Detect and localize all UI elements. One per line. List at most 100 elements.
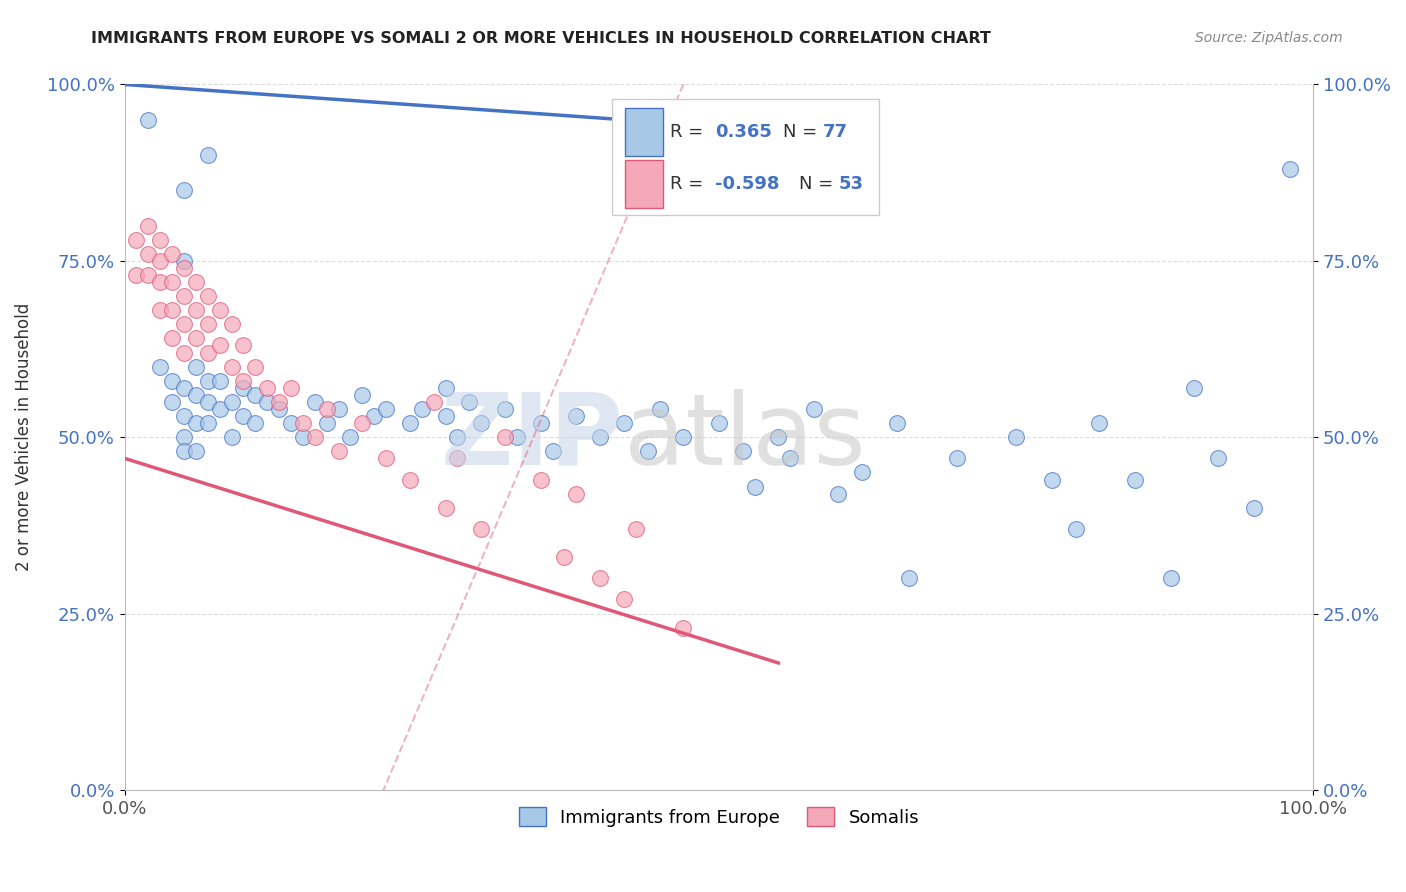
Point xyxy=(494,401,516,416)
Point xyxy=(232,338,254,352)
Point xyxy=(1160,571,1182,585)
Point xyxy=(339,430,361,444)
Point xyxy=(399,473,422,487)
Point xyxy=(304,430,326,444)
Point xyxy=(1243,500,1265,515)
Point xyxy=(1088,416,1111,430)
Point xyxy=(221,395,243,409)
Point xyxy=(138,219,160,233)
Point xyxy=(827,486,849,500)
Point xyxy=(803,401,825,416)
Point xyxy=(184,275,207,289)
Point xyxy=(434,409,457,423)
Point xyxy=(328,444,350,458)
Point xyxy=(672,430,695,444)
Text: atlas: atlas xyxy=(624,389,866,485)
Point xyxy=(125,233,148,247)
Point xyxy=(173,345,195,359)
Point xyxy=(1278,162,1301,177)
Point xyxy=(221,430,243,444)
Point xyxy=(138,246,160,260)
Point xyxy=(197,289,219,303)
Point xyxy=(731,444,754,458)
Point xyxy=(624,522,647,536)
Point xyxy=(197,374,219,388)
Point xyxy=(1206,451,1229,466)
Point xyxy=(138,268,160,282)
Point xyxy=(256,381,278,395)
Point xyxy=(197,345,219,359)
FancyBboxPatch shape xyxy=(626,108,664,156)
Legend: Immigrants from Europe, Somalis: Immigrants from Europe, Somalis xyxy=(512,800,927,834)
Point xyxy=(1184,381,1206,395)
Point xyxy=(269,401,291,416)
Point xyxy=(304,395,326,409)
Point xyxy=(184,388,207,402)
Point xyxy=(149,253,172,268)
Point xyxy=(291,430,314,444)
Point xyxy=(1123,473,1146,487)
Point xyxy=(149,275,172,289)
Point xyxy=(184,331,207,345)
Point xyxy=(565,486,588,500)
Point xyxy=(160,374,183,388)
Point xyxy=(197,148,219,162)
Point xyxy=(197,416,219,430)
Point xyxy=(232,374,254,388)
Point xyxy=(173,444,195,458)
Point xyxy=(434,500,457,515)
Text: 77: 77 xyxy=(823,123,848,141)
Point xyxy=(851,466,873,480)
Point xyxy=(470,416,492,430)
Point xyxy=(352,388,374,402)
Point xyxy=(149,359,172,374)
Text: R =: R = xyxy=(671,123,709,141)
Text: -0.598: -0.598 xyxy=(716,175,780,193)
Point xyxy=(648,401,671,416)
Point xyxy=(160,246,183,260)
Text: N =: N = xyxy=(783,123,823,141)
Point xyxy=(173,318,195,332)
Point xyxy=(541,444,564,458)
Point xyxy=(184,359,207,374)
FancyBboxPatch shape xyxy=(612,98,879,215)
Point xyxy=(125,268,148,282)
Point xyxy=(315,401,337,416)
Point xyxy=(208,401,231,416)
Point xyxy=(245,388,267,402)
Point xyxy=(1040,473,1063,487)
Point xyxy=(375,401,398,416)
Point xyxy=(434,381,457,395)
Text: R =: R = xyxy=(671,175,709,193)
Point xyxy=(328,401,350,416)
Point xyxy=(280,381,302,395)
Text: ZIP: ZIP xyxy=(441,389,624,485)
Point xyxy=(173,381,195,395)
Point xyxy=(160,395,183,409)
FancyBboxPatch shape xyxy=(626,160,664,209)
Text: 0.365: 0.365 xyxy=(716,123,772,141)
Point xyxy=(744,479,766,493)
Point xyxy=(375,451,398,466)
Point xyxy=(506,430,529,444)
Point xyxy=(399,416,422,430)
Point xyxy=(232,381,254,395)
Point xyxy=(768,430,790,444)
Point xyxy=(208,338,231,352)
Point xyxy=(208,303,231,318)
Point xyxy=(173,260,195,275)
Point xyxy=(184,416,207,430)
Point xyxy=(160,303,183,318)
Point xyxy=(613,592,636,607)
Point xyxy=(149,303,172,318)
Point xyxy=(589,430,612,444)
Text: IMMIGRANTS FROM EUROPE VS SOMALI 2 OR MORE VEHICLES IN HOUSEHOLD CORRELATION CHA: IMMIGRANTS FROM EUROPE VS SOMALI 2 OR MO… xyxy=(91,31,991,46)
Point xyxy=(245,416,267,430)
Point xyxy=(470,522,492,536)
Point xyxy=(1064,522,1087,536)
Point xyxy=(779,451,801,466)
Point xyxy=(173,183,195,197)
Point xyxy=(945,451,967,466)
Point xyxy=(197,395,219,409)
Point xyxy=(707,416,730,430)
